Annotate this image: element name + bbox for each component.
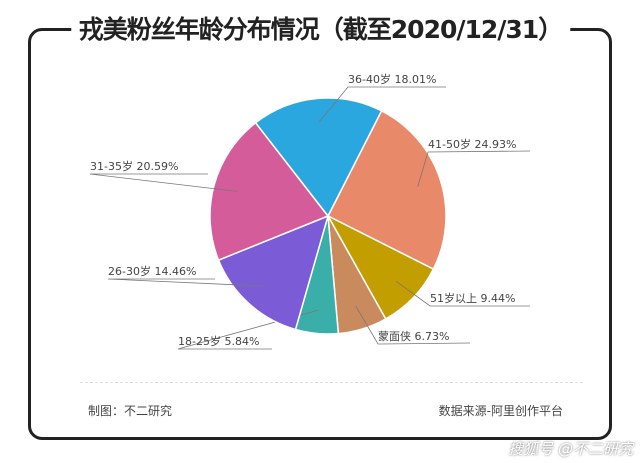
leader-line <box>395 280 530 307</box>
slice-label: 51岁以上 9.44% <box>430 291 515 305</box>
slice-label: 31-35岁 20.59% <box>90 159 178 173</box>
leader-line <box>107 278 265 287</box>
slice-label: 26-30岁 14.46% <box>108 264 196 278</box>
pie-slice <box>209 121 330 262</box>
slice-label: 18-25岁 5.84% <box>178 334 259 348</box>
leader-line <box>318 86 446 123</box>
divider <box>80 382 583 383</box>
leader-line <box>417 150 531 187</box>
leader-line <box>89 173 237 192</box>
watermark: 搜狐号 @不二研究 <box>508 440 633 458</box>
footer-source: 数据来源-阿里创作平台 <box>438 404 563 418</box>
slice-label: 41-50岁 24.93% <box>428 137 516 151</box>
pie-slice <box>254 97 383 218</box>
footer-credit: 制图：不二研究 <box>88 404 173 418</box>
slice-label: 36-40岁 18.01% <box>348 72 436 86</box>
leader-line <box>355 305 471 345</box>
pie-slice <box>217 214 330 331</box>
leader-line <box>177 309 320 350</box>
chart-title: 戎美粉丝年龄分布情况（截至2020/12/31） <box>70 10 571 46</box>
pie-slice <box>326 109 447 271</box>
slice-label: 蒙面侠 6.73% <box>378 330 449 343</box>
